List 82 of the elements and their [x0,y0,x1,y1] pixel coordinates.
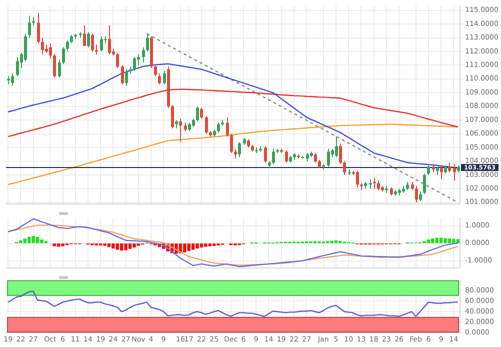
candlestick [419,190,422,202]
bar [120,244,124,251]
candlestick [335,136,338,158]
candlestick [121,64,124,85]
candlestick [369,178,372,190]
candlestick [427,164,430,176]
bar [187,244,190,252]
bar [116,244,120,250]
candlestick [200,107,203,120]
candlestick [137,54,140,66]
bar [56,244,60,247]
bar [52,244,56,246]
candlestick [37,12,40,44]
bar [128,244,132,249]
candlestick [58,59,61,78]
candlestick [171,104,174,129]
candlestick [264,146,267,164]
candlestick [226,116,229,138]
candlestick [146,33,149,52]
candlestick [154,64,157,77]
candlestick [272,148,275,165]
candlestick [125,68,128,86]
candlestick [285,150,288,164]
candlestick [100,36,103,52]
bar [40,240,44,244]
bar [431,238,434,244]
candlestick [41,37,44,55]
bar [183,244,186,252]
candlestick [83,24,86,46]
candlestick [423,173,426,195]
candlestick [49,42,52,59]
bar [191,244,195,250]
candlestick [11,72,14,86]
bar [27,236,31,244]
candlestick [53,54,56,78]
candlestick [133,56,136,72]
candlestick [116,52,119,68]
candlestick [66,40,69,52]
bar [23,238,27,244]
candlestick [453,164,456,181]
candlestick [158,72,161,85]
candlestick [356,170,359,188]
candlestick [238,142,241,158]
candlestick [16,56,19,77]
candlestick [448,162,451,173]
candlestick [196,106,199,122]
bar [61,244,64,246]
candlestick [179,118,182,143]
bar [204,244,208,247]
candlestick [327,148,330,168]
candlestick [230,133,233,154]
candlestick [91,33,94,52]
candlestick [62,46,65,64]
candlestick [377,180,380,191]
bar [444,238,447,244]
bar [124,244,128,250]
bar [338,240,342,244]
candlestick [339,142,342,165]
bar [452,238,456,244]
candlestick [415,185,418,203]
bar [19,240,22,244]
candlestick [95,44,98,55]
candlestick [343,160,346,176]
candlestick [28,15,31,38]
candlestick [142,46,145,63]
bar [200,244,204,248]
candlestick [163,70,166,85]
bar [435,238,439,244]
candlestick [314,152,317,164]
bar [208,244,212,246]
bar [32,236,35,244]
candlestick [108,24,111,55]
candlestick [217,122,220,133]
bar [330,240,334,244]
candlestick [24,33,27,62]
bar [112,244,115,249]
candlestick [440,164,443,180]
candlestick [87,32,90,48]
bar [132,244,136,248]
bar [196,244,199,249]
candlestick [205,115,208,134]
candlestick [234,148,237,160]
